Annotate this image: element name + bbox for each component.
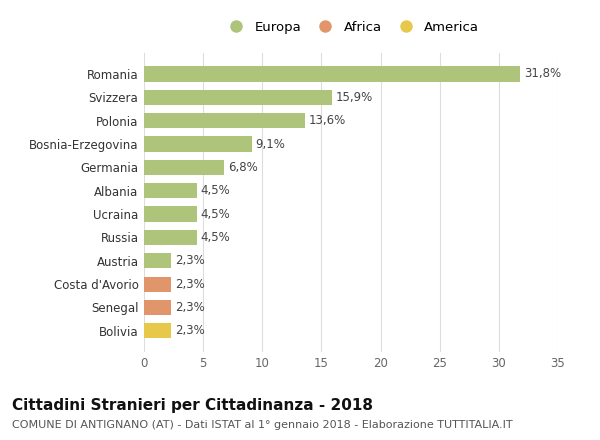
Bar bbox=[144, 90, 332, 105]
Bar bbox=[144, 323, 171, 338]
Text: 4,5%: 4,5% bbox=[201, 208, 230, 220]
Bar bbox=[144, 253, 171, 268]
Text: 4,5%: 4,5% bbox=[201, 184, 230, 197]
Text: 13,6%: 13,6% bbox=[308, 114, 346, 127]
Bar bbox=[144, 230, 197, 245]
Bar bbox=[144, 136, 251, 152]
Text: 2,3%: 2,3% bbox=[175, 254, 205, 267]
Text: 15,9%: 15,9% bbox=[335, 91, 373, 104]
Text: 6,8%: 6,8% bbox=[228, 161, 258, 174]
Text: 2,3%: 2,3% bbox=[175, 278, 205, 290]
Text: 2,3%: 2,3% bbox=[175, 324, 205, 337]
Bar bbox=[144, 113, 305, 128]
Bar bbox=[144, 66, 520, 81]
Text: 2,3%: 2,3% bbox=[175, 301, 205, 314]
Text: COMUNE DI ANTIGNANO (AT) - Dati ISTAT al 1° gennaio 2018 - Elaborazione TUTTITAL: COMUNE DI ANTIGNANO (AT) - Dati ISTAT al… bbox=[12, 420, 512, 430]
Bar bbox=[144, 300, 171, 315]
Legend: Europa, Africa, America: Europa, Africa, America bbox=[223, 21, 479, 33]
Bar bbox=[144, 206, 197, 222]
Text: 9,1%: 9,1% bbox=[255, 138, 285, 150]
Text: 31,8%: 31,8% bbox=[524, 67, 561, 81]
Bar bbox=[144, 183, 197, 198]
Bar bbox=[144, 160, 224, 175]
Text: 4,5%: 4,5% bbox=[201, 231, 230, 244]
Bar bbox=[144, 276, 171, 292]
Text: Cittadini Stranieri per Cittadinanza - 2018: Cittadini Stranieri per Cittadinanza - 2… bbox=[12, 398, 373, 413]
